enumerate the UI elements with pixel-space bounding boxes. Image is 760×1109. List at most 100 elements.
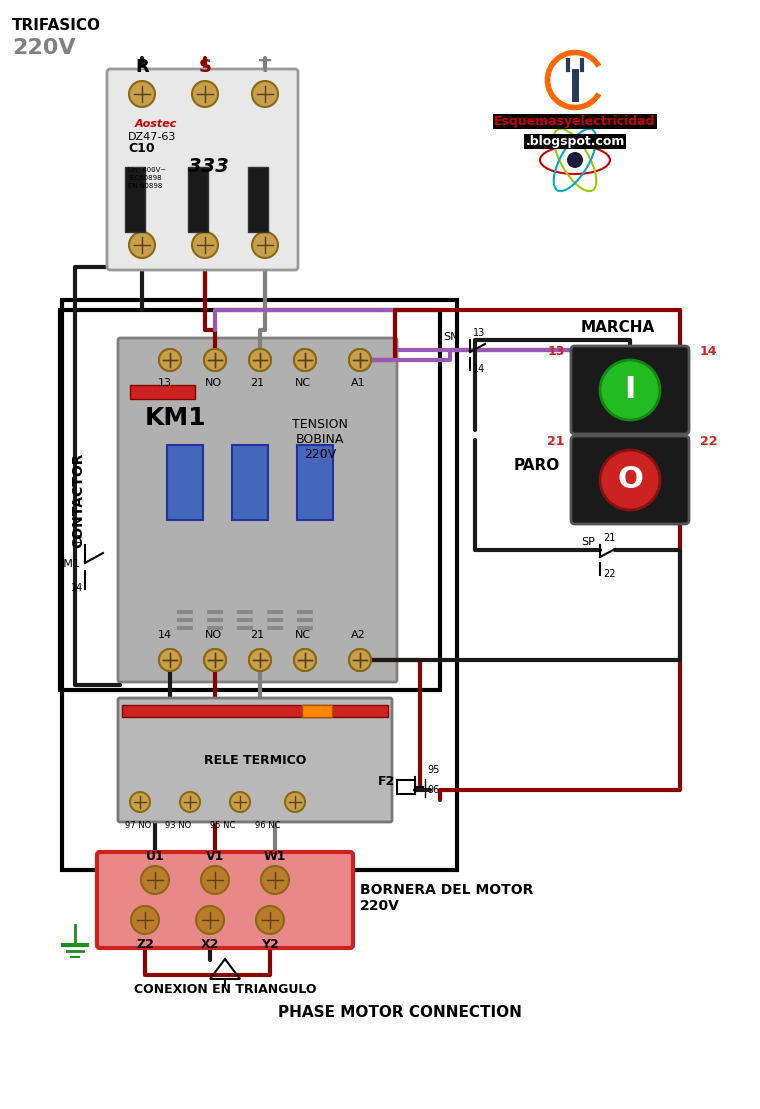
Circle shape	[600, 450, 660, 510]
Text: .blogspot.com: .blogspot.com	[525, 135, 625, 147]
Text: 97 NO: 97 NO	[125, 821, 151, 830]
Text: NC: NC	[295, 630, 311, 640]
Circle shape	[180, 792, 200, 812]
Circle shape	[294, 649, 316, 671]
Text: RELE TERMICO: RELE TERMICO	[204, 753, 306, 766]
FancyBboxPatch shape	[97, 852, 353, 948]
Bar	[297, 625, 313, 630]
Text: Esquemasyelectricidad: Esquemasyelectricidad	[494, 115, 656, 128]
Bar	[297, 618, 313, 622]
Circle shape	[159, 649, 181, 671]
Circle shape	[192, 81, 218, 106]
Text: 14: 14	[71, 583, 83, 593]
Text: SP: SP	[581, 537, 595, 547]
Bar	[232, 445, 268, 520]
Circle shape	[159, 649, 181, 671]
Circle shape	[249, 349, 271, 372]
Text: A2: A2	[350, 630, 366, 640]
Circle shape	[141, 866, 169, 894]
Bar	[207, 618, 223, 622]
FancyBboxPatch shape	[118, 338, 397, 682]
Text: IEC60898: IEC60898	[128, 175, 162, 181]
Text: V1: V1	[206, 849, 224, 863]
Text: CONTACTOR: CONTACTOR	[71, 452, 85, 548]
FancyBboxPatch shape	[118, 698, 392, 822]
Text: PARO: PARO	[514, 458, 560, 472]
Text: 96 NC: 96 NC	[255, 821, 280, 830]
Text: Un: 400V~: Un: 400V~	[128, 167, 166, 173]
Bar	[248, 167, 268, 232]
Text: I: I	[624, 376, 635, 405]
Bar	[177, 625, 193, 630]
Text: TRIFASICO: TRIFASICO	[12, 18, 101, 33]
Text: A1: A1	[350, 378, 366, 388]
Text: 14: 14	[700, 345, 717, 358]
Text: KM1: KM1	[57, 559, 81, 569]
Circle shape	[294, 649, 316, 671]
Circle shape	[249, 649, 271, 671]
Circle shape	[159, 349, 181, 372]
Bar	[177, 610, 193, 614]
Circle shape	[249, 349, 271, 372]
Circle shape	[349, 349, 371, 372]
Circle shape	[285, 792, 305, 812]
Bar	[267, 610, 283, 614]
Bar	[207, 625, 223, 630]
Bar	[188, 167, 208, 232]
Circle shape	[159, 349, 181, 372]
Circle shape	[600, 360, 660, 420]
Circle shape	[261, 866, 289, 894]
Bar	[237, 618, 253, 622]
Circle shape	[204, 349, 226, 372]
Bar	[237, 610, 253, 614]
Circle shape	[256, 906, 284, 934]
Text: Z2: Z2	[136, 938, 154, 952]
Text: NO: NO	[204, 630, 222, 640]
Circle shape	[349, 649, 371, 671]
Text: 22: 22	[700, 435, 717, 448]
Bar	[177, 618, 193, 622]
Bar	[125, 167, 145, 232]
Text: Aostec: Aostec	[135, 119, 177, 129]
Text: 21: 21	[250, 378, 264, 388]
Text: NC: NC	[295, 378, 311, 388]
Text: 13: 13	[548, 345, 565, 358]
Text: NO: NO	[204, 378, 222, 388]
Bar	[302, 705, 332, 718]
Text: X2: X2	[201, 938, 219, 952]
Circle shape	[204, 649, 226, 671]
Circle shape	[294, 349, 316, 372]
Text: CONEXION EN TRIANGULO: CONEXION EN TRIANGULO	[134, 983, 316, 996]
Bar	[237, 625, 253, 630]
Text: SM: SM	[443, 332, 460, 342]
FancyBboxPatch shape	[571, 436, 689, 523]
FancyBboxPatch shape	[571, 346, 689, 434]
Text: 14: 14	[473, 364, 485, 374]
Text: T: T	[259, 58, 271, 77]
Text: 21: 21	[547, 435, 565, 448]
Circle shape	[249, 649, 271, 671]
Bar	[62, 301, 457, 869]
Bar	[297, 445, 333, 520]
Circle shape	[230, 792, 250, 812]
Bar	[60, 311, 440, 690]
Text: BORNERA DEL MOTOR
220V: BORNERA DEL MOTOR 220V	[360, 883, 534, 913]
Text: 333: 333	[188, 157, 229, 176]
Bar	[207, 610, 223, 614]
Bar	[167, 445, 203, 520]
Text: PHASE MOTOR CONNECTION: PHASE MOTOR CONNECTION	[278, 1005, 522, 1020]
Text: 95: 95	[427, 765, 439, 775]
Text: R: R	[135, 58, 149, 77]
Text: 21: 21	[250, 630, 264, 640]
Bar	[267, 618, 283, 622]
Circle shape	[196, 906, 224, 934]
Circle shape	[204, 649, 226, 671]
Text: 95 NC: 95 NC	[210, 821, 236, 830]
Circle shape	[129, 232, 155, 258]
Circle shape	[201, 866, 229, 894]
Text: EN 60898: EN 60898	[128, 183, 163, 189]
Circle shape	[130, 792, 150, 812]
Text: 13: 13	[158, 378, 172, 388]
Bar	[267, 625, 283, 630]
Bar	[122, 705, 388, 718]
